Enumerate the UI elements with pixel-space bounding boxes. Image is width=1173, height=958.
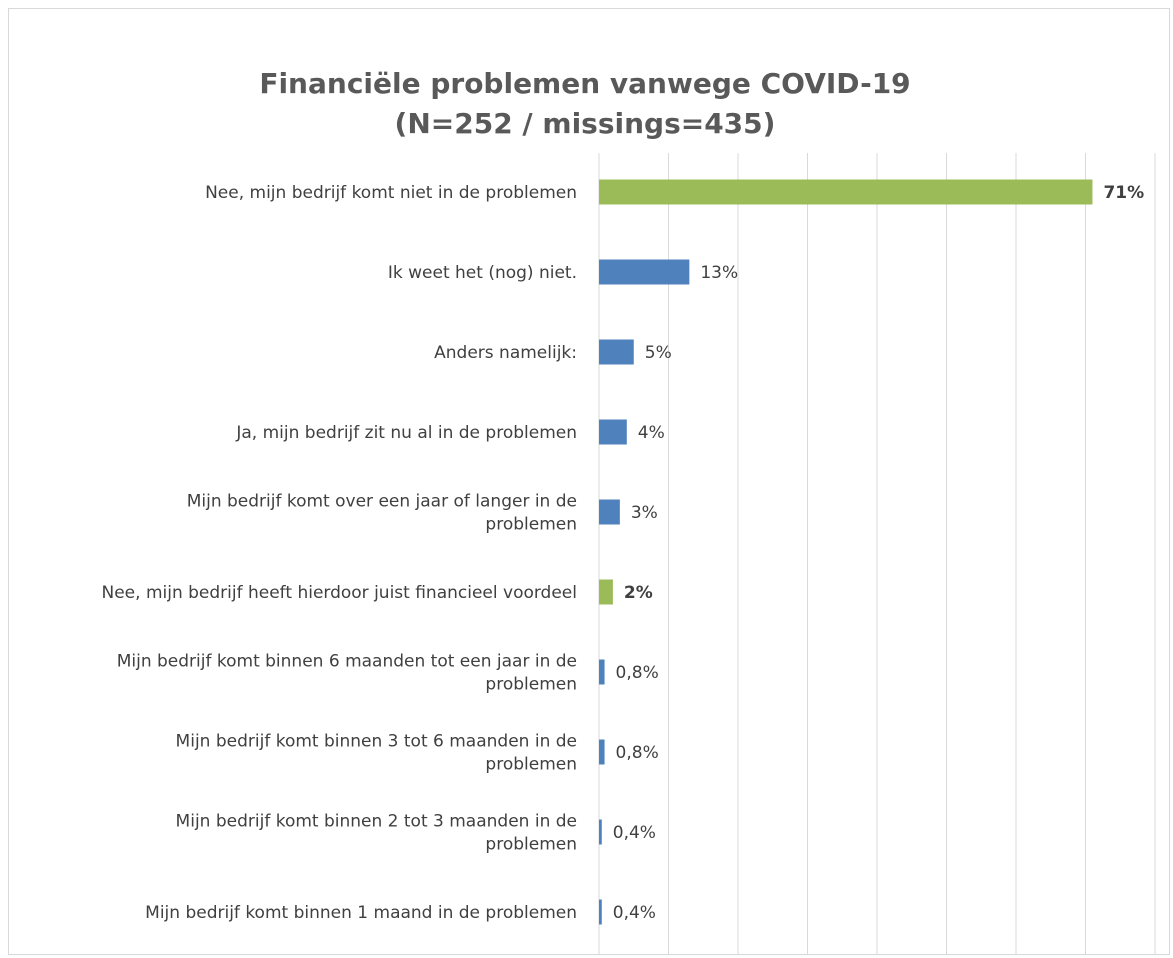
title-line-1: Financiële problemen vanwege COVID-19 (259, 67, 910, 100)
category-label-line: Mijn bedrijf komt binnen 3 tot 6 maanden… (176, 732, 577, 752)
value-label: 0,4% (613, 903, 656, 923)
value-label: 3% (631, 503, 658, 523)
value-label: 0,8% (616, 663, 659, 683)
category-label-line: Nee, mijn bedrijf heeft hierdoor juist f… (102, 583, 578, 603)
bar (599, 179, 1093, 205)
category-label: Mijn bedrijf komt binnen 6 maanden tot e… (117, 652, 577, 695)
bar (599, 899, 602, 925)
financial-problems-bar-chart: Financiële problemen vanwege COVID-19 (N=… (102, 67, 1156, 955)
bar (599, 419, 627, 445)
category-label: Mijn bedrijf komt binnen 3 tot 6 maanden… (176, 732, 577, 775)
category-label: Mijn bedrijf komt over een jaar of lange… (187, 492, 577, 535)
chart-title: Financiële problemen vanwege COVID-19 (N=… (259, 67, 910, 140)
category-label-line: Mijn bedrijf komt binnen 1 maand in de p… (145, 903, 577, 923)
bar (599, 499, 620, 525)
category-label: Ja, mijn bedrijf zit nu al in de problem… (235, 423, 577, 443)
value-label: 2% (624, 583, 653, 603)
value-label: 0,4% (613, 823, 656, 843)
category-label-line: problemen (485, 675, 577, 695)
category-labels: Nee, mijn bedrijf komt niet in de proble… (102, 183, 578, 923)
value-label: 5% (645, 343, 672, 363)
value-labels: 71% 13% 5% 4% 3% 2% 0,8% 0,8% 0,4% 0,4% (613, 183, 1144, 923)
bars (599, 179, 1093, 925)
bar (599, 659, 605, 685)
category-label: Mijn bedrijf komt binnen 2 tot 3 maanden… (176, 812, 577, 855)
category-label-line: problemen (485, 515, 577, 535)
chart-frame: Financiële problemen vanwege COVID-19 (N=… (8, 8, 1170, 955)
category-label-line: Ja, mijn bedrijf zit nu al in de problem… (235, 423, 577, 443)
category-label: Mijn bedrijf komt binnen 1 maand in de p… (145, 903, 577, 923)
value-label: 71% (1103, 183, 1144, 203)
category-label-line: problemen (485, 835, 577, 855)
category-label-line: Mijn bedrijf komt over een jaar of lange… (187, 492, 577, 512)
value-label: 4% (638, 423, 665, 443)
value-label: 0,8% (616, 743, 659, 763)
bar (599, 259, 690, 285)
bar (599, 339, 634, 365)
category-label-line: Anders namelijk: (434, 343, 577, 363)
category-label-line: Ik weet het (nog) niet. (388, 263, 577, 283)
title-line-2: (N=252 / missings=435) (395, 107, 776, 140)
category-label: Anders namelijk: (434, 343, 577, 363)
category-label: Nee, mijn bedrijf heeft hierdoor juist f… (102, 583, 578, 603)
category-label: Nee, mijn bedrijf komt niet in de proble… (205, 183, 577, 203)
gridlines (598, 153, 1156, 955)
category-label-line: Mijn bedrijf komt binnen 2 tot 3 maanden… (176, 812, 577, 832)
category-label-line: Nee, mijn bedrijf komt niet in de proble… (205, 183, 577, 203)
bar (599, 579, 613, 605)
bar (599, 819, 602, 845)
value-label: 13% (700, 263, 738, 283)
category-label: Ik weet het (nog) niet. (388, 263, 577, 283)
category-label-line: Mijn bedrijf komt binnen 6 maanden tot e… (117, 652, 577, 672)
bar (599, 739, 605, 765)
category-label-line: problemen (485, 755, 577, 775)
